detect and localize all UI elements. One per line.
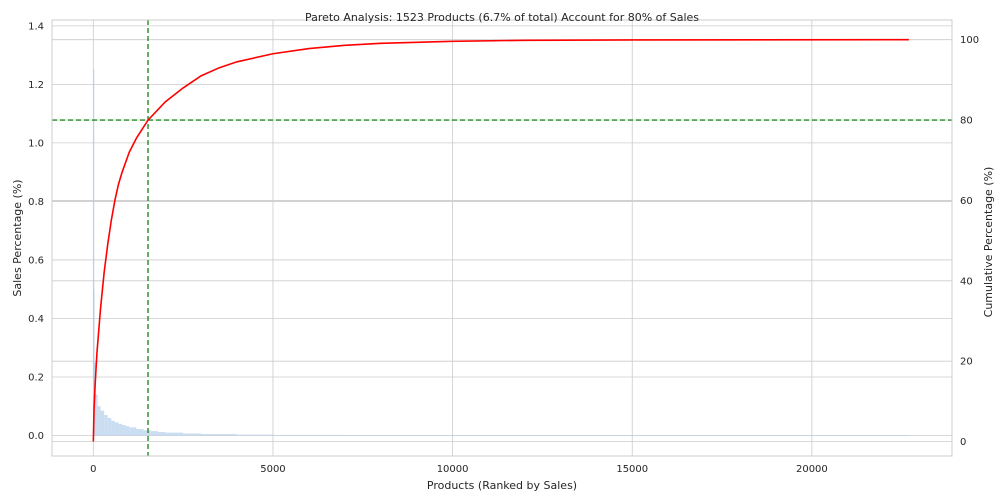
y-right-tick-label: 20 — [960, 357, 973, 368]
sales-bar — [452, 435, 633, 436]
x-tick-label: 10000 — [437, 464, 469, 475]
sales-bar — [272, 434, 345, 436]
sales-bar — [122, 424, 126, 436]
cumulative-line-layer — [92, 38, 909, 442]
x-tick-label: 20000 — [796, 464, 828, 475]
sales-bar — [165, 432, 184, 436]
sales-bar — [95, 394, 98, 436]
y-right-axis-title: Cumulative Percentage (%) — [982, 167, 995, 318]
tick-labels: 0 5000 10000 15000 20000 0.0 0.2 0.4 0.6 0.8 1.0 1.… — [28, 21, 979, 475]
y-right-tick-label: 100 — [960, 35, 979, 46]
x-tick-label: 15000 — [616, 464, 648, 475]
sales-bar — [93, 69, 95, 436]
sales-bar — [125, 426, 130, 436]
x-axis-title: Products (Ranked by Sales) — [427, 479, 577, 492]
sales-bar — [237, 434, 273, 436]
sales-bar — [114, 422, 119, 436]
y-right-tick-label: 60 — [960, 196, 973, 207]
sales-bar — [129, 427, 137, 436]
sales-bar — [150, 431, 158, 436]
y-right-tick-label: 0 — [960, 437, 966, 448]
sales-bar — [143, 430, 151, 436]
sales-bar — [136, 429, 144, 436]
cumulative-line — [92, 38, 909, 442]
y-left-tick-label: 0.4 — [28, 314, 44, 325]
sales-bar — [100, 410, 105, 436]
x-tick-label: 0 — [90, 464, 96, 475]
y-left-tick-label: 0.0 — [28, 431, 44, 442]
plot-frame — [51, 19, 953, 457]
sales-bar — [97, 406, 101, 436]
sales-bar — [632, 435, 909, 436]
sales-bar — [107, 417, 112, 436]
chart-title: Pareto Analysis: 1523 Products (6.7% of … — [305, 11, 699, 24]
sales-bar — [111, 420, 115, 436]
y-left-tick-label: 1.4 — [28, 21, 44, 32]
y-left-tick-label: 0.2 — [28, 372, 44, 383]
sales-bar — [93, 289, 95, 436]
y-left-tick-label: 0.8 — [28, 197, 44, 208]
y-left-tick-label: 1.0 — [28, 138, 44, 149]
y-left-axis-title: Sales Percentage (%) — [11, 179, 24, 296]
sales-bar — [118, 423, 123, 436]
sales-bar — [104, 415, 108, 436]
sales-bar — [201, 434, 238, 436]
plot-background — [52, 20, 952, 456]
y-left-tick-label: 0.6 — [28, 255, 44, 266]
sales-bar — [183, 433, 202, 436]
sales-bar — [157, 432, 166, 436]
y-left-tick-label: 1.2 — [28, 80, 44, 91]
y-right-tick-label: 40 — [960, 276, 973, 287]
reference-lines — [52, 20, 952, 456]
sales-bar — [344, 435, 453, 436]
y-right-tick-label: 80 — [960, 116, 973, 127]
x-tick-label: 5000 — [260, 464, 285, 475]
